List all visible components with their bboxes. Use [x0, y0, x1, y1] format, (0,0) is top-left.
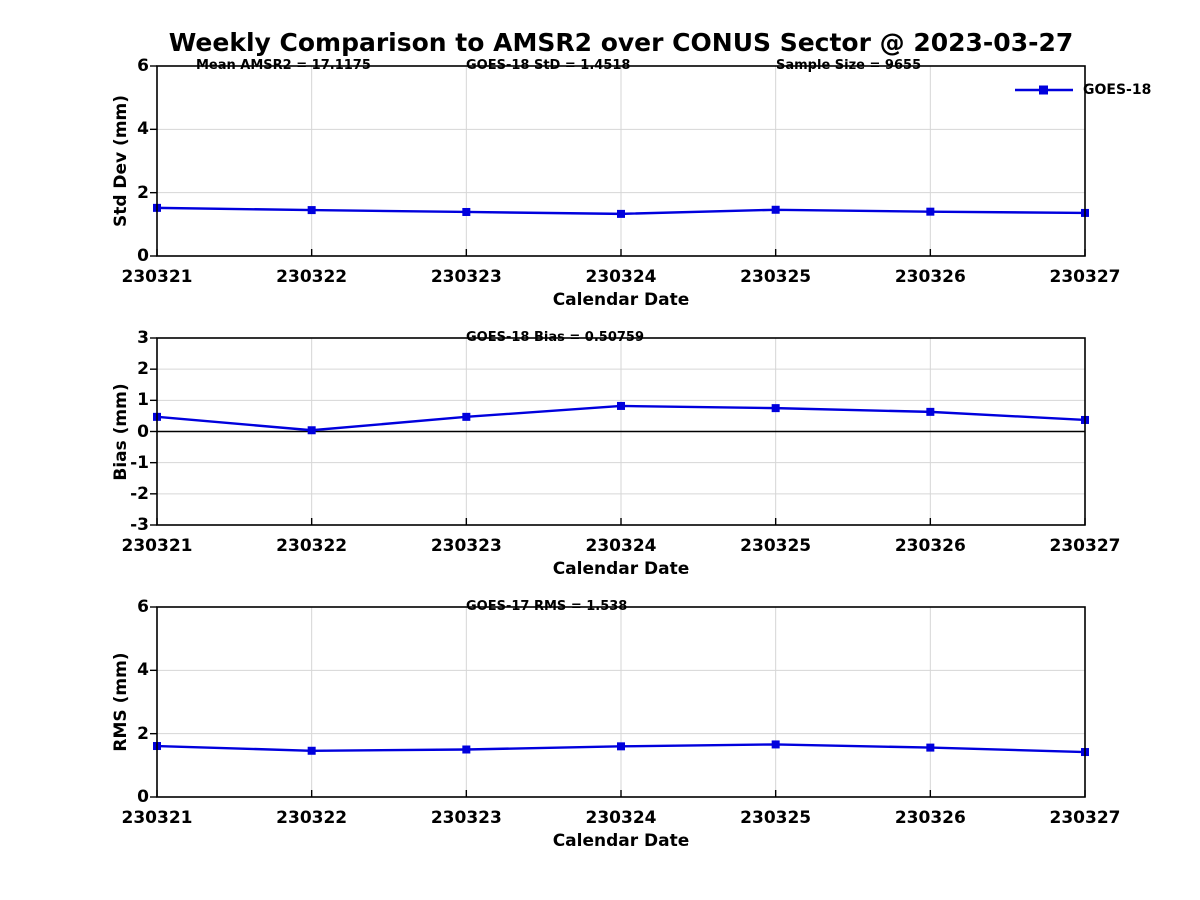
bias-marker-230326 [926, 407, 935, 416]
y-tick-label: 6 [137, 56, 149, 76]
std-dev-annotation-2: Sample Size = 9655 [776, 58, 922, 73]
plot-area-std-dev [150, 65, 1089, 257]
rms-annotation-0: GOES-17 RMS = 1.538 [466, 599, 628, 614]
std-dev-annotation-1: GOES-18 StD = 1.4518 [466, 58, 631, 73]
x-tick-label: 230323 [430, 536, 502, 556]
y-tick-label: 2 [137, 182, 149, 203]
plot-area-rms [150, 606, 1089, 798]
bias-marker-230323 [462, 412, 471, 421]
std-dev-xaxis-label: Calendar Date [552, 290, 690, 310]
y-tick-label: 1 [137, 390, 149, 411]
plot-area-bias [150, 337, 1089, 526]
legend-line-marker-icon [1015, 85, 1073, 95]
y-tick-label: -2 [130, 483, 149, 504]
rms-marker-230323 [462, 745, 471, 754]
x-tick-label: 230324 [585, 267, 657, 287]
x-tick-label: 230326 [894, 267, 966, 287]
x-tick-label: 230321 [121, 267, 193, 287]
std-dev-marker-230325 [771, 205, 780, 214]
chart-title: Weekly Comparison to AMSR2 over CONUS Se… [168, 28, 1074, 57]
bias-marker-230325 [771, 404, 780, 413]
x-tick-label: 230326 [894, 536, 966, 556]
x-tick-label: 230325 [740, 808, 812, 828]
rms-marker-230326 [926, 743, 935, 752]
bias-annotation-0: GOES-18 Bias = 0.50759 [466, 330, 645, 345]
std-dev-marker-230322 [307, 206, 316, 215]
y-tick-label: 4 [137, 660, 149, 681]
std-dev-marker-230323 [462, 207, 471, 216]
y-tick-label: -3 [130, 515, 149, 535]
y-tick-label: 4 [137, 119, 149, 140]
y-tick-label: 2 [137, 359, 149, 380]
legend: GOES-18 [1014, 82, 1151, 98]
x-tick-label: 230321 [121, 536, 193, 556]
legend-label: GOES-18 [1083, 82, 1152, 98]
bias-yaxis-label: Bias (mm) [111, 382, 131, 481]
rms-yaxis-label: RMS (mm) [111, 652, 131, 752]
bias-marker-230324 [617, 401, 625, 410]
y-tick-label: 6 [137, 597, 149, 617]
x-tick-label: 230325 [740, 536, 812, 556]
y-tick-label: -1 [130, 452, 149, 473]
y-tick-label: 0 [137, 421, 149, 442]
x-tick-label: 230327 [1049, 267, 1121, 287]
std-dev-annotation-0: Mean AMSR2 = 17.1175 [196, 58, 371, 73]
x-tick-label: 230323 [430, 267, 502, 287]
x-tick-label: 230327 [1049, 808, 1121, 828]
y-tick-label: 0 [137, 787, 149, 807]
y-tick-label: 2 [137, 723, 149, 744]
x-tick-label: 230324 [585, 536, 657, 556]
x-tick-label: 230321 [121, 808, 193, 828]
rms-marker-230324 [617, 742, 625, 751]
y-tick-label: 0 [137, 246, 149, 266]
rms-xaxis-label: Calendar Date [552, 831, 690, 851]
x-tick-label: 230327 [1049, 536, 1121, 556]
x-tick-label: 230325 [740, 267, 812, 287]
x-tick-label: 230322 [276, 536, 348, 556]
y-tick-label: 3 [137, 328, 149, 348]
x-tick-label: 230322 [276, 808, 348, 828]
std-dev-marker-230324 [617, 209, 625, 218]
x-tick-label: 230322 [276, 267, 348, 287]
bias-marker-230322 [307, 426, 316, 435]
std-dev-marker-230326 [926, 207, 935, 216]
x-tick-label: 230324 [585, 808, 657, 828]
std-dev-yaxis-label: Std Dev (mm) [111, 94, 131, 228]
rms-marker-230325 [771, 740, 780, 749]
x-tick-label: 230323 [430, 808, 502, 828]
x-tick-label: 230326 [894, 808, 966, 828]
bias-xaxis-label: Calendar Date [552, 559, 690, 579]
rms-marker-230322 [307, 746, 316, 755]
